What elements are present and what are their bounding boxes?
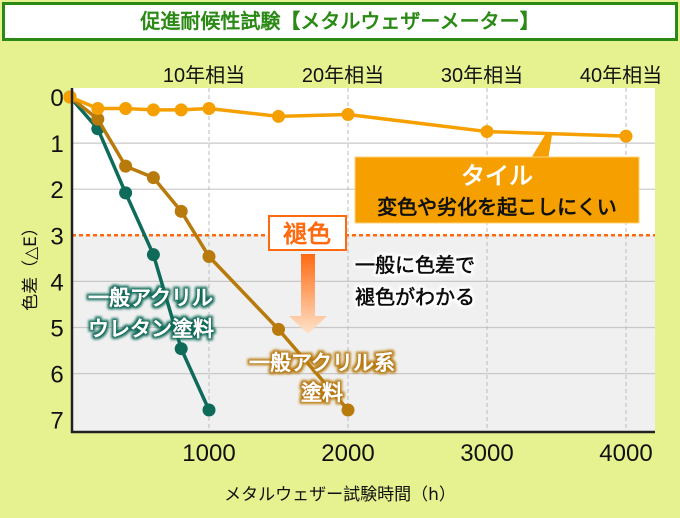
data-point <box>202 250 216 264</box>
data-point <box>91 102 105 116</box>
data-point <box>202 403 216 417</box>
top-axis-label: 40年相当 <box>580 64 662 87</box>
x-axis-label: メタルウェザー試験時間（h） <box>224 485 456 505</box>
y-tick-label: 4 <box>50 269 63 296</box>
x-tick-label: 1000 <box>182 440 235 467</box>
series-line <box>68 95 350 412</box>
data-point <box>91 112 105 126</box>
data-point <box>146 171 160 185</box>
data-point <box>272 109 285 123</box>
series-line <box>69 95 627 138</box>
y-tick-label: 0 <box>50 85 63 112</box>
data-point <box>146 103 160 117</box>
x-tick-label: 4000 <box>599 440 652 467</box>
fade-note-line2: 褪色がわかる <box>355 285 475 309</box>
y-tick-label: 5 <box>50 316 63 343</box>
top-axis-label: 10年相当 <box>163 64 245 87</box>
tile-note: 変色や劣化を起こしにくい <box>377 195 617 219</box>
top-axis-label: 20年相当 <box>302 64 384 87</box>
acrylic-label-line1: 一般アクリル系 <box>249 351 395 375</box>
data-point <box>619 129 633 143</box>
fade-arrow-icon <box>289 254 327 334</box>
fade-note-line1: 一般に色差で <box>355 253 475 277</box>
data-point <box>202 102 216 116</box>
fade-box <box>268 215 347 251</box>
x-tick-label: 3000 <box>460 440 513 467</box>
tile-label: タイル <box>461 162 533 190</box>
y-axis-label: 色差（△E） <box>21 219 41 311</box>
chart-title: 促進耐候性試験【メタルウェザーメーター】 <box>2 2 678 41</box>
data-point <box>119 186 133 200</box>
data-point <box>174 204 188 218</box>
urethane-label-line1: 一般アクリル <box>88 286 213 310</box>
y-tick-label: 7 <box>50 408 63 435</box>
data-point <box>480 125 494 139</box>
data-point <box>146 248 160 262</box>
tile-callout-pointer <box>530 135 552 160</box>
y-tick-label: 3 <box>50 223 63 250</box>
data-point <box>119 159 133 173</box>
y-tick-label: 1 <box>50 131 63 158</box>
data-point <box>174 103 188 117</box>
urethane-label-line2: ウレタン塗料 <box>88 317 214 341</box>
data-point <box>272 322 285 336</box>
data-point <box>341 403 355 417</box>
acrylic-label-line2: 塗料 <box>301 381 343 405</box>
data-point <box>341 108 355 122</box>
data-point <box>63 90 77 104</box>
tile-callout-box <box>354 156 640 224</box>
axis-lines <box>70 88 655 434</box>
y-tick-label: 6 <box>50 362 63 389</box>
top-axis-label: 30年相当 <box>441 64 523 87</box>
plot-area-lower <box>72 235 655 432</box>
x-tick-label: 2000 <box>321 440 374 467</box>
data-point <box>119 102 133 116</box>
fade-label: 褪色 <box>283 220 331 248</box>
data-point <box>174 342 188 356</box>
y-tick-label: 2 <box>50 177 63 204</box>
